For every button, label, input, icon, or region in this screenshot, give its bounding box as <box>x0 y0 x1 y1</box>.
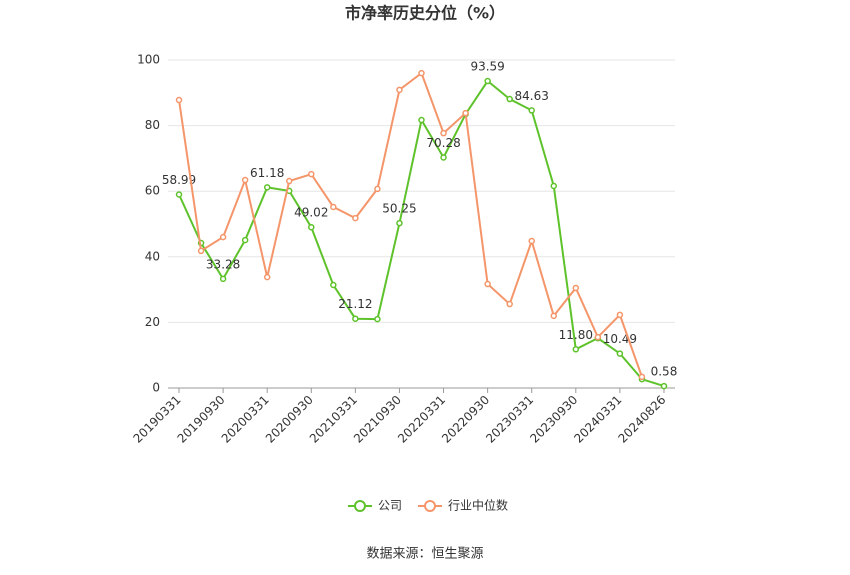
data-point <box>550 182 558 190</box>
series-line <box>178 71 643 378</box>
data-point <box>506 300 513 308</box>
data-point <box>330 203 337 211</box>
data-point <box>616 311 624 319</box>
data-label: 58.99 <box>162 173 196 187</box>
data-point <box>263 273 271 281</box>
data-point <box>374 315 381 323</box>
data-point <box>528 107 535 114</box>
data-label: 33.28 <box>206 257 240 271</box>
data-point <box>550 312 558 320</box>
data-point <box>263 184 271 191</box>
data-point <box>197 247 205 255</box>
data-label: 70.28 <box>426 136 460 150</box>
y-tick-label: 100 <box>137 53 160 67</box>
data-point <box>175 191 183 198</box>
data-point <box>440 154 447 161</box>
data-label: 49.02 <box>294 206 328 220</box>
data-point <box>638 373 646 381</box>
data-point <box>396 219 403 227</box>
data-point <box>374 185 381 193</box>
data-point <box>572 284 580 292</box>
y-tick-label: 40 <box>145 249 160 263</box>
data-point <box>330 281 337 289</box>
data-label: 11.80 <box>559 328 593 342</box>
legend-label: 行业中位数 <box>448 498 508 513</box>
data-point <box>484 280 491 288</box>
data-point <box>219 233 227 241</box>
data-label: 84.63 <box>515 89 549 103</box>
y-tick-label: 20 <box>145 315 160 329</box>
legend-marker <box>354 500 366 512</box>
data-label: 50.25 <box>382 202 416 216</box>
data-point <box>175 96 183 104</box>
data-point <box>440 129 447 137</box>
data-point <box>352 315 359 322</box>
data-point <box>660 382 668 390</box>
data-point <box>241 236 249 244</box>
data-point <box>352 214 359 222</box>
data-point <box>594 333 602 341</box>
data-point <box>308 170 315 178</box>
legend-marker <box>424 500 436 512</box>
y-tick-label: 0 <box>152 381 160 395</box>
y-tick-label: 60 <box>145 184 160 198</box>
data-label: 93.59 <box>470 60 504 74</box>
data-point <box>241 176 249 184</box>
data-point <box>462 109 469 117</box>
data-point <box>616 350 624 357</box>
data-point <box>285 177 293 185</box>
data-point <box>528 237 535 245</box>
data-point <box>484 77 491 85</box>
data-point <box>418 116 425 124</box>
data-point <box>506 95 513 103</box>
data-point <box>219 275 227 283</box>
data-point <box>572 346 580 353</box>
data-label: 21.12 <box>338 297 372 311</box>
source: 数据来源：恒生聚源 <box>366 547 483 562</box>
data-label: 0.58 <box>651 365 678 379</box>
legend-label: 公司 <box>378 499 402 513</box>
x-tick-label: 20240826 <box>615 393 668 446</box>
data-point <box>396 86 403 94</box>
y-tick-label: 80 <box>145 118 160 132</box>
data-label: 61.18 <box>250 166 284 180</box>
chart-title: 市净率历史分位（%） <box>345 4 505 23</box>
data-label: 10.49 <box>603 332 637 346</box>
data-point <box>418 69 425 77</box>
data-point <box>308 223 315 231</box>
